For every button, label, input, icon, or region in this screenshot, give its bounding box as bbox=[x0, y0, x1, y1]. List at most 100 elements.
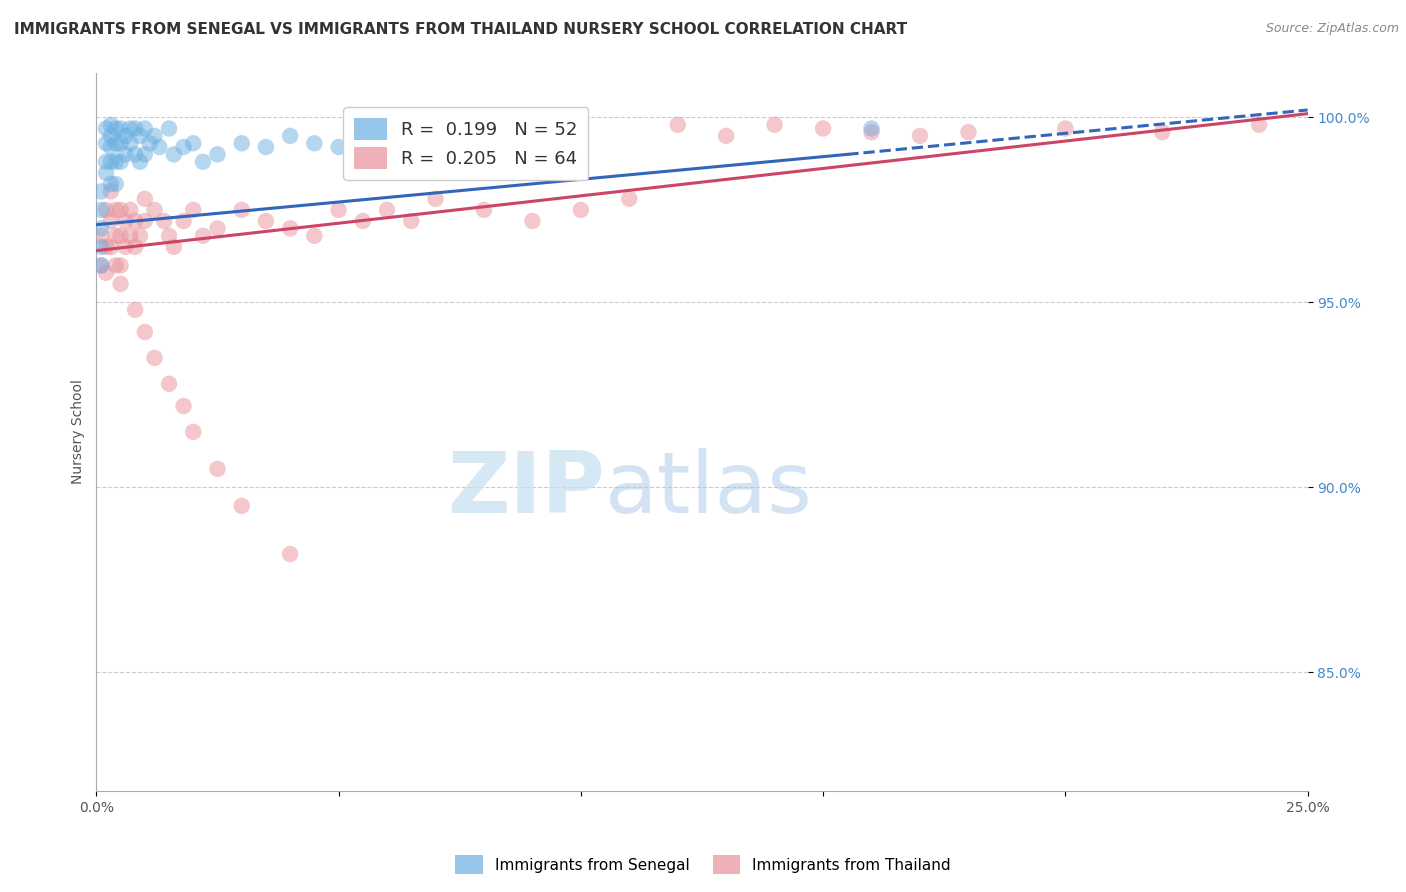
Point bbox=[120, 202, 142, 217]
Point bbox=[375, 202, 398, 217]
Point bbox=[153, 214, 176, 228]
Point bbox=[134, 214, 156, 228]
Point bbox=[129, 228, 152, 243]
Point bbox=[90, 240, 112, 254]
Point bbox=[181, 136, 204, 151]
Point bbox=[120, 136, 142, 151]
Legend: R =  0.199   N = 52, R =  0.205   N = 64: R = 0.199 N = 52, R = 0.205 N = 64 bbox=[343, 107, 588, 180]
Point bbox=[124, 302, 146, 317]
Point bbox=[425, 192, 447, 206]
Point bbox=[522, 214, 544, 228]
Point bbox=[173, 399, 195, 413]
Point bbox=[304, 136, 326, 151]
Point bbox=[1249, 118, 1271, 132]
Point bbox=[134, 121, 156, 136]
Point bbox=[278, 221, 301, 235]
Point bbox=[472, 202, 495, 217]
Point bbox=[110, 154, 132, 169]
Point bbox=[278, 128, 301, 143]
Point bbox=[619, 192, 641, 206]
Point bbox=[114, 214, 136, 228]
Point bbox=[401, 214, 423, 228]
Point bbox=[110, 277, 132, 291]
Point bbox=[173, 140, 195, 154]
Point bbox=[90, 202, 112, 217]
Point bbox=[134, 147, 156, 161]
Point bbox=[94, 136, 117, 151]
Text: atlas: atlas bbox=[605, 448, 813, 531]
Point bbox=[472, 140, 495, 154]
Point bbox=[425, 136, 447, 151]
Point bbox=[143, 202, 166, 217]
Point bbox=[100, 185, 122, 199]
Point bbox=[304, 228, 326, 243]
Point bbox=[104, 177, 127, 191]
Point bbox=[666, 118, 689, 132]
Point bbox=[100, 140, 122, 154]
Point bbox=[100, 118, 122, 132]
Text: IMMIGRANTS FROM SENEGAL VS IMMIGRANTS FROM THAILAND NURSERY SCHOOL CORRELATION C: IMMIGRANTS FROM SENEGAL VS IMMIGRANTS FR… bbox=[14, 22, 907, 37]
Point bbox=[94, 121, 117, 136]
Point bbox=[181, 202, 204, 217]
Point bbox=[104, 121, 127, 136]
Point bbox=[352, 147, 374, 161]
Point bbox=[569, 202, 592, 217]
Point bbox=[231, 499, 253, 513]
Legend: Immigrants from Senegal, Immigrants from Thailand: Immigrants from Senegal, Immigrants from… bbox=[449, 849, 957, 880]
Point bbox=[1054, 121, 1077, 136]
Point bbox=[124, 240, 146, 254]
Point bbox=[860, 121, 883, 136]
Point bbox=[134, 192, 156, 206]
Point bbox=[129, 128, 152, 143]
Point bbox=[90, 228, 112, 243]
Point bbox=[191, 154, 214, 169]
Point bbox=[328, 140, 350, 154]
Point bbox=[114, 147, 136, 161]
Point bbox=[191, 228, 214, 243]
Point bbox=[110, 121, 132, 136]
Point bbox=[148, 140, 170, 154]
Point bbox=[110, 228, 132, 243]
Point bbox=[124, 214, 146, 228]
Point bbox=[94, 166, 117, 180]
Point bbox=[328, 202, 350, 217]
Point bbox=[94, 240, 117, 254]
Point bbox=[90, 259, 112, 273]
Point bbox=[94, 154, 117, 169]
Point bbox=[181, 425, 204, 439]
Point bbox=[811, 121, 834, 136]
Point bbox=[100, 240, 122, 254]
Point bbox=[278, 547, 301, 561]
Point bbox=[157, 121, 180, 136]
Point bbox=[143, 128, 166, 143]
Point bbox=[231, 136, 253, 151]
Point bbox=[104, 228, 127, 243]
Point bbox=[157, 228, 180, 243]
Point bbox=[957, 125, 980, 139]
Point bbox=[124, 121, 146, 136]
Point bbox=[134, 325, 156, 339]
Point bbox=[90, 259, 112, 273]
Point bbox=[104, 154, 127, 169]
Point bbox=[163, 147, 186, 161]
Point bbox=[569, 136, 592, 151]
Text: ZIP: ZIP bbox=[447, 448, 605, 531]
Point bbox=[207, 221, 229, 235]
Point bbox=[1152, 125, 1174, 139]
Point bbox=[110, 202, 132, 217]
Point bbox=[120, 121, 142, 136]
Point bbox=[129, 154, 152, 169]
Point bbox=[254, 140, 277, 154]
Point bbox=[100, 214, 122, 228]
Point bbox=[522, 128, 544, 143]
Point bbox=[120, 228, 142, 243]
Point bbox=[114, 128, 136, 143]
Point bbox=[157, 376, 180, 391]
Point bbox=[110, 259, 132, 273]
Point bbox=[90, 185, 112, 199]
Point bbox=[138, 136, 160, 151]
Point bbox=[173, 214, 195, 228]
Point bbox=[114, 240, 136, 254]
Point bbox=[231, 202, 253, 217]
Point bbox=[763, 118, 786, 132]
